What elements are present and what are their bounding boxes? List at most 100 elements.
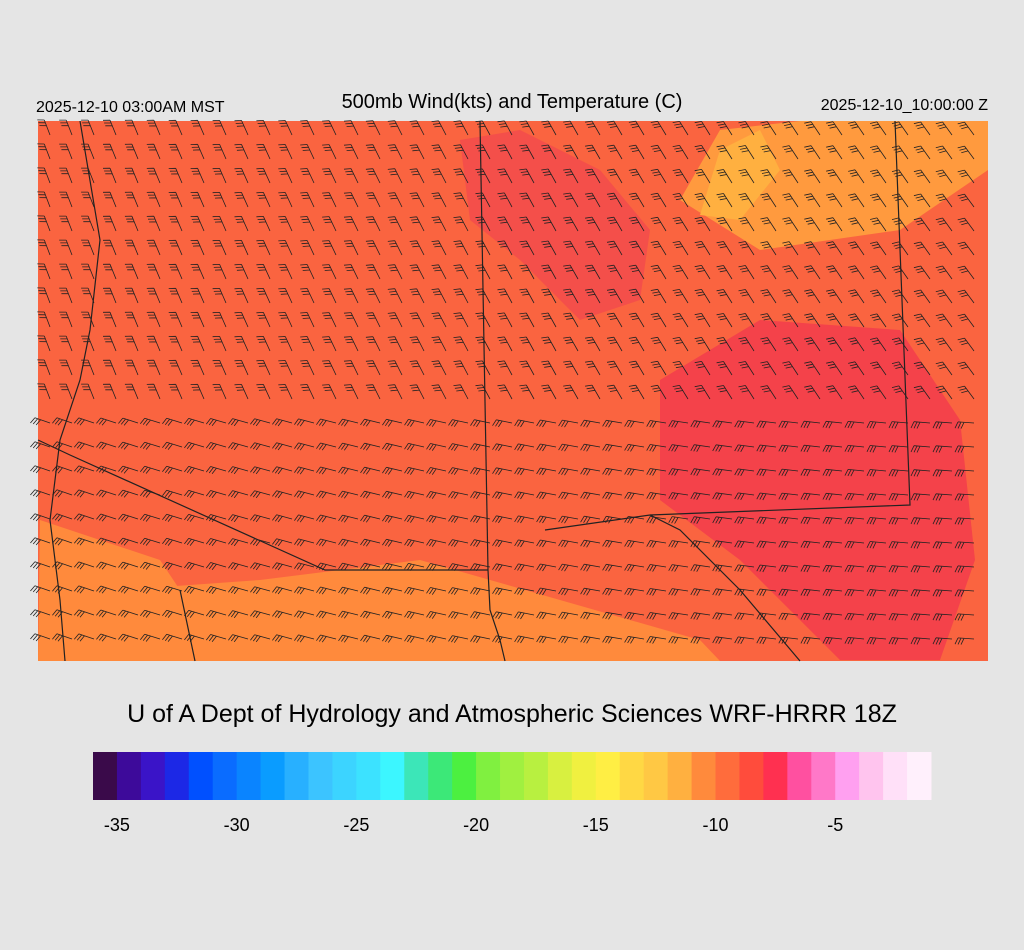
wind-barb: [932, 421, 953, 429]
wind-barb: [624, 612, 645, 620]
wind-barb: [734, 468, 755, 476]
wind-barb: [426, 467, 447, 475]
wind-barb: [168, 311, 183, 328]
wind-barb: [822, 636, 843, 645]
wind-barb: [891, 385, 909, 400]
wind-barb: [294, 562, 315, 571]
colorbar-cell: [811, 752, 836, 800]
wind-barb: [760, 361, 777, 376]
border: [179, 589, 196, 662]
wind-barb: [162, 609, 183, 618]
wind-barb: [300, 312, 315, 328]
colorbar-cell: [188, 752, 214, 800]
wind-barb: [431, 216, 447, 232]
wind-barb: [668, 564, 689, 572]
wind-barb: [822, 612, 843, 621]
wind-barb: [957, 121, 975, 136]
wind-barb: [300, 120, 315, 136]
wind-barb: [935, 361, 953, 376]
wind-barb: [606, 384, 623, 400]
wind-barb: [322, 240, 337, 256]
wind-barb: [870, 337, 887, 352]
wind-barb: [470, 539, 491, 548]
wind-barb: [519, 144, 535, 160]
wind-barb: [602, 563, 623, 572]
wind-barb: [338, 634, 359, 643]
wind-barb: [672, 145, 689, 160]
wind-barb: [712, 420, 733, 428]
wind-barb: [162, 441, 183, 450]
wind-barb: [300, 240, 315, 256]
wind-barb: [448, 635, 469, 643]
wind-barb: [804, 385, 821, 400]
wind-barb: [96, 489, 117, 498]
wind-barb: [778, 492, 799, 501]
wind-barb: [234, 240, 249, 256]
wind-barb: [563, 192, 579, 208]
wind-barb: [558, 443, 579, 452]
wind-barb: [585, 216, 601, 232]
wind-barb: [602, 443, 623, 452]
wind-barb: [37, 167, 51, 184]
wind-barb: [497, 264, 513, 280]
wind-barb: [360, 538, 381, 547]
wind-barb: [716, 145, 733, 160]
wind-barb: [514, 563, 535, 572]
wind-barb: [580, 563, 601, 572]
wind-barb: [343, 240, 359, 256]
wind-barb: [475, 360, 491, 376]
colorbar-cell: [428, 752, 453, 800]
wind-barb: [409, 240, 425, 256]
wind-barb: [212, 240, 227, 256]
wind-barb: [360, 490, 381, 499]
wind-barb: [124, 215, 139, 232]
wind-barb: [426, 587, 447, 595]
wind-barb: [888, 565, 909, 573]
wind-barb: [102, 311, 117, 328]
wind-barb: [475, 336, 491, 352]
wind-barb: [694, 265, 711, 280]
wind-barb: [431, 168, 447, 184]
wind-barb: [256, 144, 271, 160]
wind-barb: [712, 564, 733, 572]
wind-barb: [212, 312, 227, 328]
wind-barb: [585, 360, 601, 376]
wind-barb: [672, 385, 689, 400]
wind-barb: [52, 537, 73, 546]
wind-barb: [300, 360, 315, 376]
wind-barb: [360, 466, 381, 475]
wind-barb: [205, 490, 227, 499]
wind-barb: [866, 421, 887, 429]
wind-barb: [672, 169, 689, 184]
wind-barb: [162, 513, 183, 522]
wind-barb: [870, 265, 887, 280]
wind-barb: [190, 383, 205, 400]
wind-barb: [322, 216, 337, 232]
wind-barb: [228, 418, 249, 427]
wind-barb: [870, 193, 887, 208]
wind-barb: [212, 192, 227, 208]
wind-barb: [190, 311, 205, 328]
wind-barb: [826, 265, 843, 280]
wind-barb: [563, 240, 579, 256]
wind-barb: [760, 265, 777, 280]
wind-barb: [212, 168, 227, 184]
wind-barb: [205, 562, 227, 571]
wind-barb: [519, 192, 535, 208]
wind-barb: [37, 191, 51, 208]
wind-barb: [59, 383, 73, 400]
wind-barb: [888, 613, 909, 621]
wind-barb: [294, 634, 315, 643]
wind-barb: [826, 193, 843, 208]
wind-barb: [316, 514, 337, 523]
wind-barb: [184, 538, 205, 546]
wind-barb: [343, 216, 359, 232]
wind-barb: [910, 637, 931, 645]
wind-barb: [102, 335, 117, 352]
wind-barb: [360, 586, 381, 595]
wind-barb: [800, 612, 821, 621]
wind-barb: [448, 539, 469, 547]
colorbar-cell: [691, 752, 717, 800]
wind-barb: [256, 120, 271, 136]
wind-barb: [716, 361, 733, 376]
